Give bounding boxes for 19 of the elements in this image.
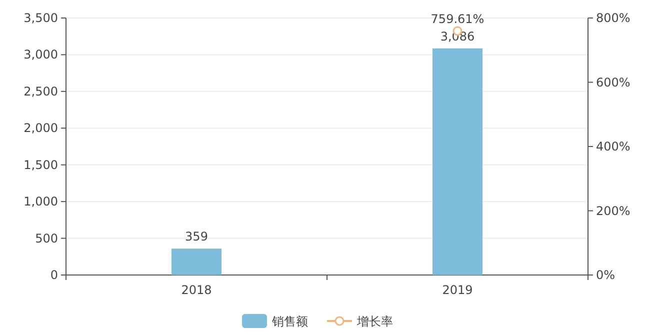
y2-tick-label: 800% [596,11,630,25]
data-label: 359 [185,230,208,244]
data-label: 759.61% [430,12,484,26]
y-tick-label: 3,500 [24,11,58,25]
x-tick-label: 2019 [442,283,473,297]
y-tick-label: 1,500 [24,158,58,172]
y2-tick-label: 400% [596,140,630,154]
y2-tick-label: 0% [596,268,616,282]
y2-tick-label: 200% [596,204,630,218]
x-tick-label: 2018 [181,283,212,297]
y-tick-label: 500 [35,231,58,246]
y-tick-label: 0 [50,268,58,282]
legend-label: 销售额 [271,314,308,328]
legend-label: 增长率 [356,314,393,328]
y-tick-label: 3,000 [24,48,58,62]
y-tick-label: 2,500 [24,84,58,98]
y2-tick-label: 600% [596,75,630,90]
y-tick-label: 2,000 [24,121,58,136]
y-tick-label: 1,000 [24,194,58,209]
